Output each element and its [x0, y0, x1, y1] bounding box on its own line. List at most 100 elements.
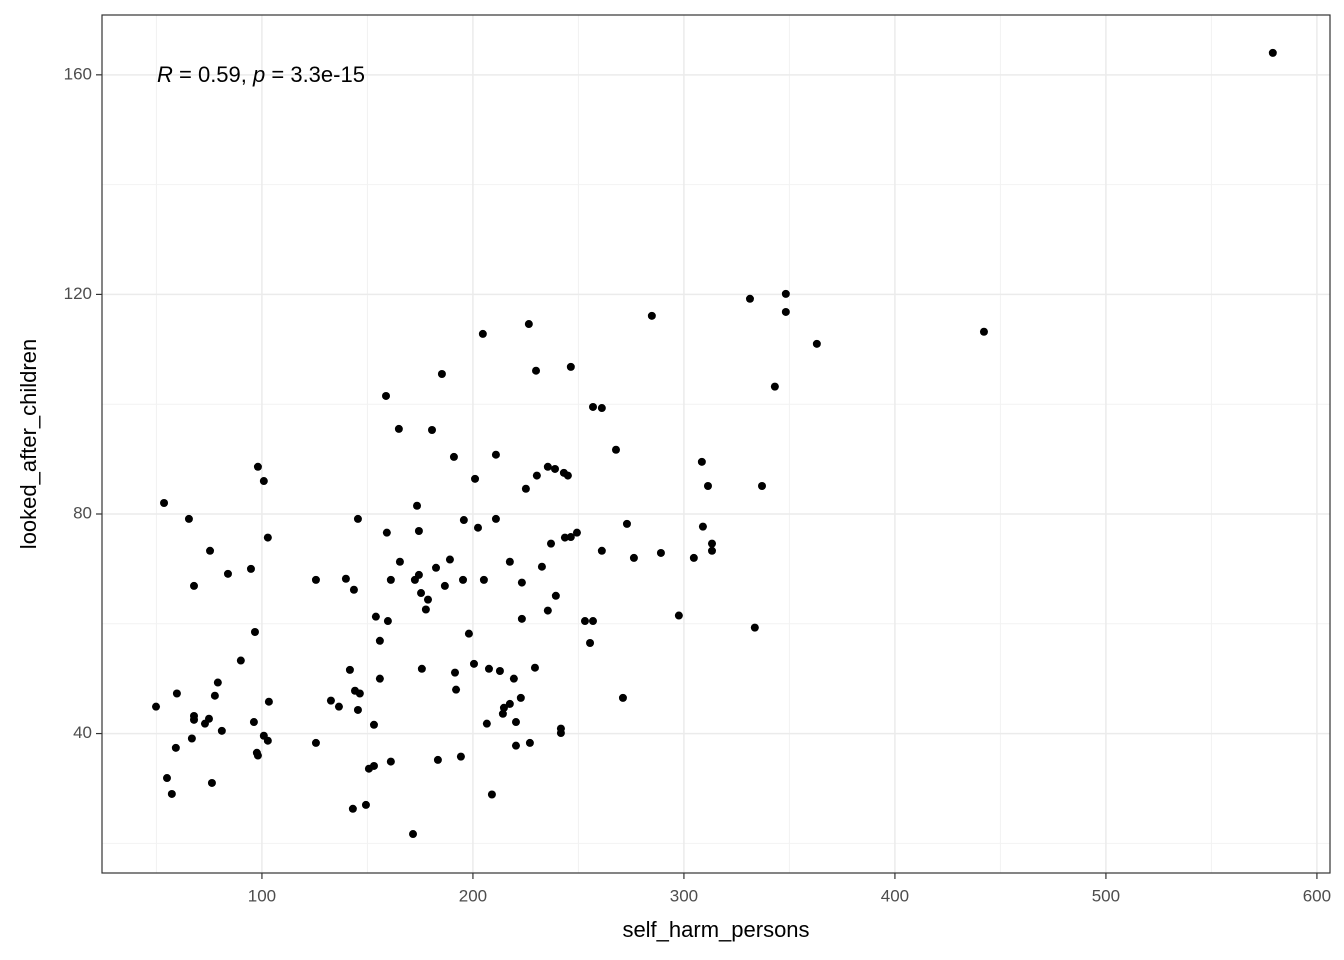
point	[364, 764, 373, 773]
y-tick-label: 40	[73, 723, 92, 742]
point	[484, 664, 493, 673]
point	[551, 591, 560, 600]
point	[697, 457, 706, 466]
point	[311, 738, 320, 747]
point	[597, 404, 606, 413]
point	[250, 628, 259, 637]
point	[559, 468, 568, 477]
y-tick-label: 160	[64, 64, 92, 83]
point	[207, 778, 216, 787]
point	[361, 800, 370, 809]
point	[459, 516, 468, 525]
point	[246, 564, 255, 573]
point	[618, 693, 627, 702]
point	[517, 614, 526, 623]
grid	[102, 15, 1330, 873]
point	[1268, 48, 1277, 57]
point	[511, 718, 520, 727]
point	[263, 533, 272, 542]
point	[437, 370, 446, 379]
point	[210, 691, 219, 700]
point	[353, 705, 362, 714]
point	[414, 527, 423, 536]
point	[249, 718, 258, 727]
point	[471, 474, 480, 483]
point	[263, 736, 272, 745]
point	[517, 578, 526, 587]
point	[410, 575, 419, 584]
annotation-p-value: = 3.3e-15	[265, 62, 365, 87]
point	[588, 617, 597, 626]
point	[375, 636, 384, 645]
point	[629, 553, 638, 562]
point	[647, 311, 656, 320]
annotation: R = 0.59, p = 3.3e-15	[157, 62, 365, 87]
point	[979, 327, 988, 336]
annotation-r: R	[157, 62, 173, 87]
point	[452, 685, 461, 694]
point	[611, 445, 620, 454]
point	[556, 729, 565, 738]
point	[449, 452, 458, 461]
point	[217, 726, 226, 735]
point	[473, 523, 482, 532]
point	[566, 533, 575, 542]
point	[371, 612, 380, 621]
point	[369, 720, 378, 729]
point	[213, 678, 222, 687]
point	[698, 522, 707, 531]
point	[394, 424, 403, 433]
point	[530, 663, 539, 672]
point	[382, 391, 391, 400]
point	[456, 752, 465, 761]
point	[189, 581, 198, 590]
point	[259, 477, 268, 486]
point	[707, 546, 716, 555]
point	[252, 748, 261, 757]
point	[253, 462, 262, 471]
point	[200, 719, 209, 728]
x-tick-label: 400	[881, 886, 909, 905]
point	[326, 696, 335, 705]
point	[349, 585, 358, 594]
point	[586, 638, 595, 647]
point	[409, 830, 418, 839]
point	[750, 623, 759, 632]
point	[160, 499, 169, 508]
point	[781, 289, 790, 298]
point	[184, 514, 193, 523]
point	[348, 804, 357, 813]
point	[703, 481, 712, 490]
point	[551, 464, 560, 473]
point	[440, 581, 449, 590]
point	[187, 734, 196, 743]
point	[206, 546, 215, 555]
point	[189, 715, 198, 724]
point	[417, 664, 426, 673]
panel-border	[101, 14, 1331, 874]
point	[464, 629, 473, 638]
point	[152, 702, 161, 711]
point	[487, 790, 496, 799]
point	[525, 738, 534, 747]
point	[445, 555, 454, 564]
y-axis-title: looked_after_children	[16, 339, 41, 549]
point	[395, 557, 404, 566]
point	[689, 553, 698, 562]
point	[770, 382, 779, 391]
point	[505, 557, 514, 566]
point	[543, 462, 552, 471]
point	[386, 757, 395, 766]
annotation-r-value: = 0.59,	[173, 62, 253, 87]
point	[264, 697, 273, 706]
point	[707, 539, 716, 548]
point	[479, 575, 488, 584]
point	[498, 709, 507, 718]
point	[334, 702, 343, 711]
point	[162, 774, 171, 783]
point	[521, 484, 530, 493]
point	[386, 575, 395, 584]
point	[236, 656, 245, 665]
